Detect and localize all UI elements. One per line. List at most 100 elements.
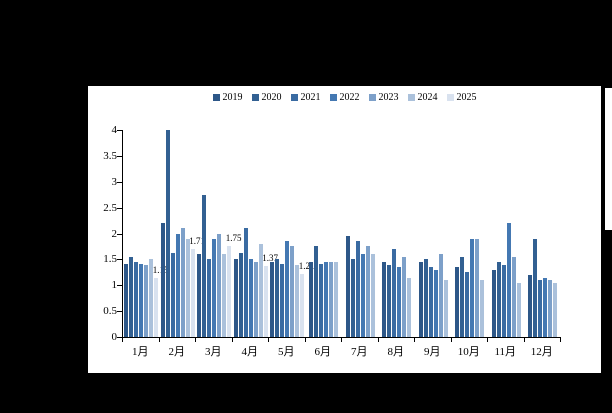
bar-data-label-1月: 1.15 xyxy=(153,265,169,275)
x-tick-mark xyxy=(304,338,306,342)
bar-2020-7月 xyxy=(350,259,355,337)
bar-data-label-2月: 1.71 xyxy=(189,235,205,246)
bar-2022-5月 xyxy=(285,241,290,337)
x-axis-label-9: 9月 xyxy=(424,346,441,358)
legend-label-2019: 2019 xyxy=(222,92,243,103)
y-tick-mark xyxy=(117,311,122,313)
bar-group-6月 xyxy=(306,130,343,337)
bar-2020-1月 xyxy=(129,256,134,337)
bar-group-2月: 1.71 xyxy=(160,130,205,337)
legend-label-2022: 2022 xyxy=(339,92,360,103)
legend-item-2021: 2021 xyxy=(290,92,321,103)
x-axis-label-4: 4月 xyxy=(241,346,259,358)
bar-2024-4月 xyxy=(258,243,263,337)
legend-label-2025: 2025 xyxy=(456,92,477,103)
bar-2023-4月 xyxy=(253,261,258,337)
x-tick-mark xyxy=(377,338,379,342)
bar-2024-11月 xyxy=(516,282,521,337)
bar-group-7月 xyxy=(342,130,379,337)
y-tick-mark xyxy=(117,207,122,209)
bar-2019-4月 xyxy=(233,259,238,337)
bar-2019-12月 xyxy=(528,274,533,337)
legend-label-2021: 2021 xyxy=(300,92,321,103)
bar-group-9月 xyxy=(415,130,452,337)
bar-group-3月: 1.75 xyxy=(196,130,242,337)
bar-data-label-4月: 1.37 xyxy=(262,253,278,264)
bar-2021-6月 xyxy=(319,263,324,337)
legend-swatch-2024 xyxy=(407,94,415,101)
bar-2020-5月 xyxy=(275,259,280,337)
x-axis-label-2: 2月 xyxy=(168,346,186,358)
x-axis-label-3: 3月 xyxy=(205,346,222,358)
legend-swatch-2023 xyxy=(368,94,376,101)
x-axis-label-12: 12月 xyxy=(530,346,553,358)
x-axis-label-11: 11月 xyxy=(494,346,517,358)
legend-swatch-2020 xyxy=(251,94,259,101)
y-tick-label: 3.5 xyxy=(103,149,117,162)
bar-2022-8月 xyxy=(397,267,402,337)
bar-2020-11月 xyxy=(496,261,501,337)
x-axis-label-7: 7月 xyxy=(351,346,368,358)
y-tick-mark xyxy=(117,285,122,287)
bar-2023-2月 xyxy=(180,228,185,337)
x-axis-label-8: 8月 xyxy=(387,346,405,358)
bar-2020-12月 xyxy=(533,238,538,337)
bar-2024-5月 xyxy=(295,264,300,337)
legend-item-2023: 2023 xyxy=(368,92,399,103)
bar-group-10月 xyxy=(452,130,489,337)
legend-item-2020: 2020 xyxy=(251,92,282,103)
y-tick-label: 3 xyxy=(111,175,118,188)
bar-2021-1月 xyxy=(134,261,139,337)
bar-2022-9月 xyxy=(433,269,438,337)
bar-2019-3月 xyxy=(197,254,202,337)
chart-legend: 2019 2020 2021 2022 2023 2024 2025 xyxy=(88,92,601,103)
x-tick-mark xyxy=(268,338,269,342)
x-tick-mark xyxy=(414,338,415,342)
legend-label-2024: 2024 xyxy=(417,92,438,103)
bar-2022-1月 xyxy=(139,263,144,337)
x-tick-mark xyxy=(341,338,342,342)
bar-2023-11月 xyxy=(511,256,516,337)
x-tick-mark xyxy=(122,338,123,342)
bar-2024-10月 xyxy=(480,280,485,337)
bar-2025-4月 xyxy=(263,266,268,337)
legend-swatch-2019 xyxy=(212,94,220,101)
bar-2023-12月 xyxy=(548,280,553,337)
bar-2024-8月 xyxy=(407,277,412,337)
bar-2022-12月 xyxy=(543,277,548,337)
bar-2021-10月 xyxy=(465,272,470,337)
legend-item-2019: 2019 xyxy=(212,92,243,103)
bar-2025-2月 xyxy=(190,248,195,337)
bar-2019-7月 xyxy=(345,236,350,337)
bar-2022-11月 xyxy=(506,223,511,337)
bar-group-5月: 1.21 xyxy=(269,130,315,337)
bar-2021-9月 xyxy=(428,267,433,337)
y-tick-label: 1.5 xyxy=(103,253,117,266)
legend-label-2023: 2023 xyxy=(378,92,399,103)
bar-group-8月 xyxy=(379,130,416,337)
x-tick-mark xyxy=(523,338,525,342)
bar-group-4月: 1.37 xyxy=(233,130,278,337)
bar-2020-8月 xyxy=(387,264,392,337)
bar-2025-5月 xyxy=(300,274,305,337)
bar-2021-11月 xyxy=(501,264,506,337)
y-tick-mark xyxy=(117,337,122,338)
y-tick-label: 2 xyxy=(111,227,118,240)
bar-2024-12月 xyxy=(553,282,558,337)
y-tick-label: 4 xyxy=(111,124,118,136)
x-axis-label-1: 1月 xyxy=(132,346,149,358)
bar-2020-3月 xyxy=(202,194,207,337)
bar-2019-8月 xyxy=(382,261,387,337)
right-edge-strip xyxy=(605,88,612,230)
bar-2022-2月 xyxy=(175,233,180,337)
bar-2020-6月 xyxy=(314,246,319,337)
legend-swatch-2025 xyxy=(446,94,454,101)
x-tick-mark xyxy=(195,338,196,342)
plot-area: 1.15 1.71 1.75 1.37 1.21 xyxy=(122,130,561,338)
bar-2020-9月 xyxy=(423,259,428,337)
bar-2020-2月 xyxy=(165,130,170,337)
y-tick-label: 2.5 xyxy=(103,201,117,214)
legend-swatch-2022 xyxy=(329,94,337,101)
bar-group-11月 xyxy=(488,130,525,337)
